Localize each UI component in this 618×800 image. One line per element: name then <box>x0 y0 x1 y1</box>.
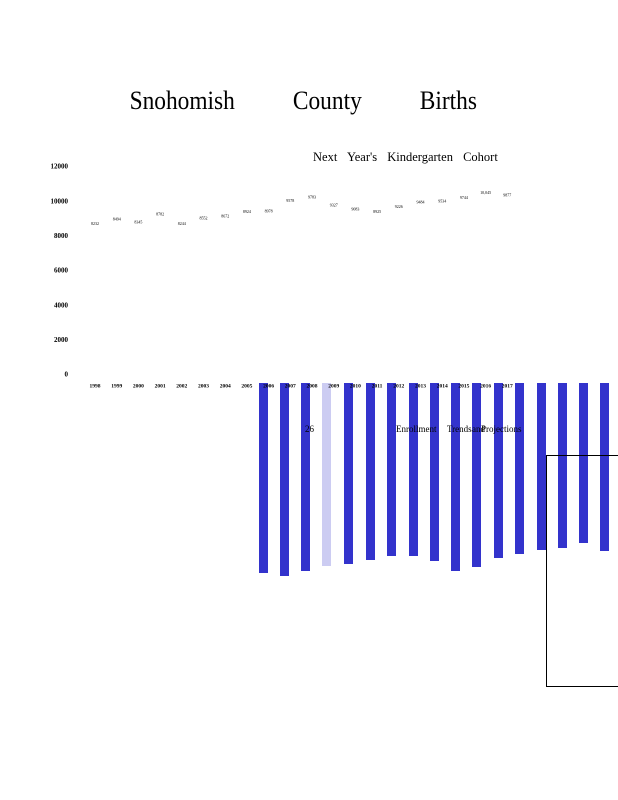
data-label: 9484 <box>417 200 425 205</box>
data-label: 9744 <box>460 195 468 200</box>
y-tick-label: 12000 <box>51 163 69 171</box>
bar <box>600 383 609 551</box>
point <box>420 210 422 212</box>
x-tick-label: 1999 <box>111 383 122 389</box>
x-tick-label: 2004 <box>220 383 231 389</box>
x-tick-label: 2009 <box>328 383 339 389</box>
data-label: 10,045 <box>480 190 491 196</box>
point <box>441 209 443 211</box>
point <box>398 214 400 216</box>
section-title-word: Enrollment <box>396 424 437 434</box>
point <box>485 200 487 202</box>
point <box>159 222 161 224</box>
chart-subtitle: Next Year's Kindergarten Cohort <box>313 150 498 164</box>
bar <box>451 383 460 571</box>
x-tick-label: 2012 <box>393 383 404 389</box>
point <box>116 227 118 229</box>
x-tick-label: 2005 <box>241 383 252 389</box>
x-tick-label: 2008 <box>307 383 318 389</box>
bar <box>344 383 353 564</box>
data-label: 8924 <box>243 209 251 214</box>
point <box>224 224 226 226</box>
bar <box>558 383 567 548</box>
point <box>333 212 335 214</box>
data-label: 8552 <box>200 216 208 221</box>
bar <box>322 383 331 566</box>
data-label: 9534 <box>438 199 446 204</box>
bar <box>494 383 503 558</box>
data-label: 8672 <box>221 214 229 219</box>
point <box>94 231 96 233</box>
bar <box>387 383 396 556</box>
bar <box>430 383 439 561</box>
x-tick-label: 2007 <box>285 383 296 389</box>
data-label: 8232 <box>91 221 99 226</box>
chart-title: Snohomish County Births <box>130 87 477 115</box>
x-tick-label: 2014 <box>437 383 448 389</box>
y-tick-label: 2000 <box>54 336 69 344</box>
section-title-word: and <box>472 424 485 434</box>
data-label: 9083 <box>351 206 359 211</box>
point <box>506 203 508 205</box>
bar <box>409 383 418 556</box>
data-label: 8244 <box>178 221 186 226</box>
point <box>463 205 465 207</box>
bar <box>259 383 268 573</box>
x-tick-label: 2003 <box>198 383 209 389</box>
x-tick-label: 2017 <box>502 383 513 389</box>
y-tick-label: 10000 <box>51 197 69 205</box>
point <box>203 226 205 228</box>
point <box>181 231 183 233</box>
bar <box>472 383 481 567</box>
point <box>268 218 270 220</box>
point <box>289 208 291 210</box>
x-tick-label: 2002 <box>176 383 187 389</box>
data-label: 9783 <box>308 194 316 199</box>
data-label: 9226 <box>395 204 403 209</box>
data-label: 8345 <box>134 219 142 224</box>
x-tick-label: 2001 <box>155 383 166 389</box>
section-title-word: Projections <box>481 424 522 434</box>
slide-number: 26 <box>305 424 315 434</box>
y-tick-label: 6000 <box>54 267 69 275</box>
data-label: 8494 <box>113 217 121 222</box>
bar <box>515 383 524 554</box>
x-tick-label: 2015 <box>458 383 469 389</box>
frame <box>546 455 618 687</box>
x-tick-label: 2006 <box>263 383 274 389</box>
point <box>246 219 248 221</box>
data-label: 9877 <box>503 193 511 198</box>
x-tick-label: 2000 <box>133 383 144 389</box>
bar <box>537 383 546 550</box>
x-tick-label: 2010 <box>350 383 361 389</box>
y-tick-label: 8000 <box>54 232 69 240</box>
y-tick-label: 0 <box>65 371 69 379</box>
data-label: 8782 <box>156 212 164 217</box>
bar <box>301 383 310 571</box>
point <box>376 219 378 221</box>
bar <box>366 383 375 560</box>
data-label: 9578 <box>286 198 294 203</box>
bar <box>579 383 588 543</box>
data-label: 8978 <box>265 208 273 213</box>
x-tick-label: 2011 <box>372 383 383 389</box>
x-tick-label: 2013 <box>415 383 426 389</box>
point <box>311 204 313 206</box>
point <box>137 229 139 231</box>
point <box>354 217 356 219</box>
y-tick-label: 4000 <box>54 301 69 309</box>
data-label: 9327 <box>330 202 338 207</box>
bar <box>280 383 289 576</box>
x-tick-label: 2016 <box>480 383 491 389</box>
section-title-word: Trends <box>447 424 472 434</box>
x-tick-label: 1998 <box>90 383 101 389</box>
data-label: 8925 <box>373 209 381 214</box>
hanging-bars <box>259 383 609 576</box>
